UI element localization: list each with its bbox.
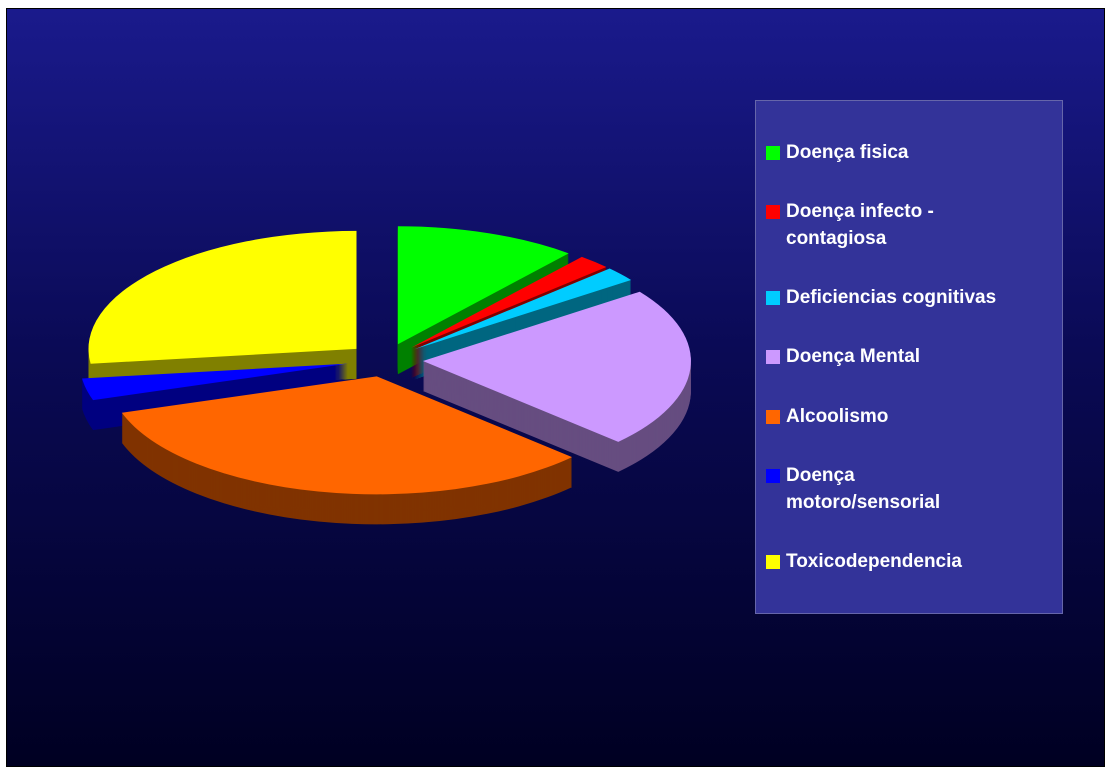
legend-label: Deficiencias cognitivas (786, 287, 997, 309)
legend: Doença fisica Doença infecto - contagiosa… (755, 100, 1063, 614)
legend-swatch (766, 468, 780, 483)
legend-item: Alcoolismo (766, 403, 1062, 430)
legend-item: Doença fisica (766, 139, 1062, 166)
legend-swatch (766, 205, 780, 220)
slice-top (82, 363, 348, 401)
legend-label: Doença motoro/sensorial (786, 464, 941, 513)
slice (88, 230, 357, 394)
legend-swatch (766, 409, 780, 424)
slice-top (414, 268, 632, 350)
slice-top (411, 256, 607, 348)
legend-item: Doença motoro/sensorial (766, 462, 1062, 516)
legend-item: Doença Mental (766, 343, 1062, 370)
legend-label: Doença fisica (786, 142, 909, 164)
legend-label: Toxicodependencia (786, 550, 962, 572)
slice (121, 376, 573, 525)
slice-top (397, 226, 569, 345)
slice (422, 291, 691, 472)
legend-swatch (766, 291, 780, 306)
legend-item: Toxicodependencia (766, 548, 1062, 575)
legend-item: Deficiencias cognitivas (766, 284, 1062, 311)
legend-swatch (766, 554, 780, 569)
slice-top (88, 230, 357, 364)
legend-label: Alcoolismo (786, 405, 889, 427)
slice-top (121, 376, 573, 495)
legend-item: Doença infecto - contagiosa (766, 198, 1062, 252)
legend-swatch (766, 350, 780, 365)
legend-label: Doença Mental (786, 346, 921, 368)
legend-label: Doença infecto - contagiosa (786, 201, 934, 250)
legend-swatch (766, 146, 780, 161)
slice-top (422, 291, 691, 442)
